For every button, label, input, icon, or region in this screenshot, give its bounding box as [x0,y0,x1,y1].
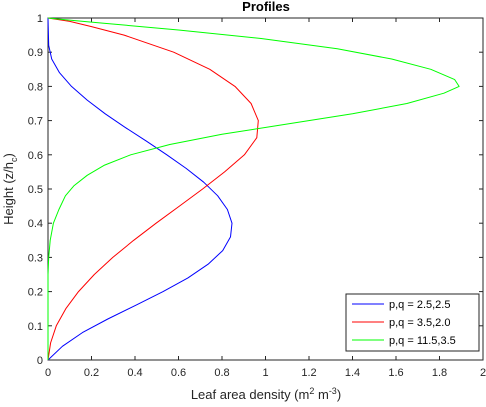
legend-label: p,q = 11.5,3.5 [389,335,456,347]
y-axis-title: Height (z/hc) [1,153,19,225]
x-tick-label: 0.4 [127,367,142,379]
y-tick-label: 0.4 [28,218,43,230]
y-tick-label: 0 [37,355,43,367]
y-tick-label: 0.6 [28,150,43,162]
legend: p,q = 2.5,2.5 p,q = 3.5,2.0 p,q = 11.5,3.5 [345,293,480,352]
x-tick-label: 0.6 [171,367,186,379]
x-tick-label: 0.8 [214,367,229,379]
series-line-2 [47,17,259,361]
chart-title: Profiles [242,0,290,14]
x-tick-label: 0 [45,367,51,379]
y-tick-label: 0.5 [28,184,43,196]
x-tick-label: 1.4 [345,367,360,379]
y-axis: 0 0.1 0.2 0.3 0.4 0.5 0.6 0.7 0.8 0.9 1 [28,13,483,367]
y-tick-label: 0.2 [28,287,43,299]
x-tick-label: 1.8 [432,367,447,379]
x-axis: 0 0.2 0.4 0.6 0.8 1 1.2 1.4 1.6 1.8 2 [45,18,486,379]
x-tick-label: 1 [262,367,268,379]
x-tick-label: 2 [480,367,486,379]
x-tick-label: 0.2 [84,367,99,379]
y-tick-label: 1 [37,13,43,25]
y-tick-label: 0.7 [28,116,43,128]
series-line-1 [47,17,233,361]
y-tick-label: 0.9 [28,47,43,59]
series-lines [47,17,460,361]
y-tick-label: 0.3 [28,252,43,264]
legend-label: p,q = 3.5,2.0 [389,317,450,329]
y-tick-label: 0.1 [28,321,43,333]
series-line-3 [47,17,460,360]
legend-label: p,q = 2.5,2.5 [389,299,450,311]
x-tick-label: 1.2 [301,367,316,379]
x-axis-title: Leaf area density (m2 m-3) [191,386,341,402]
x-tick-label: 1.6 [388,367,403,379]
y-tick-label: 0.8 [28,81,43,93]
